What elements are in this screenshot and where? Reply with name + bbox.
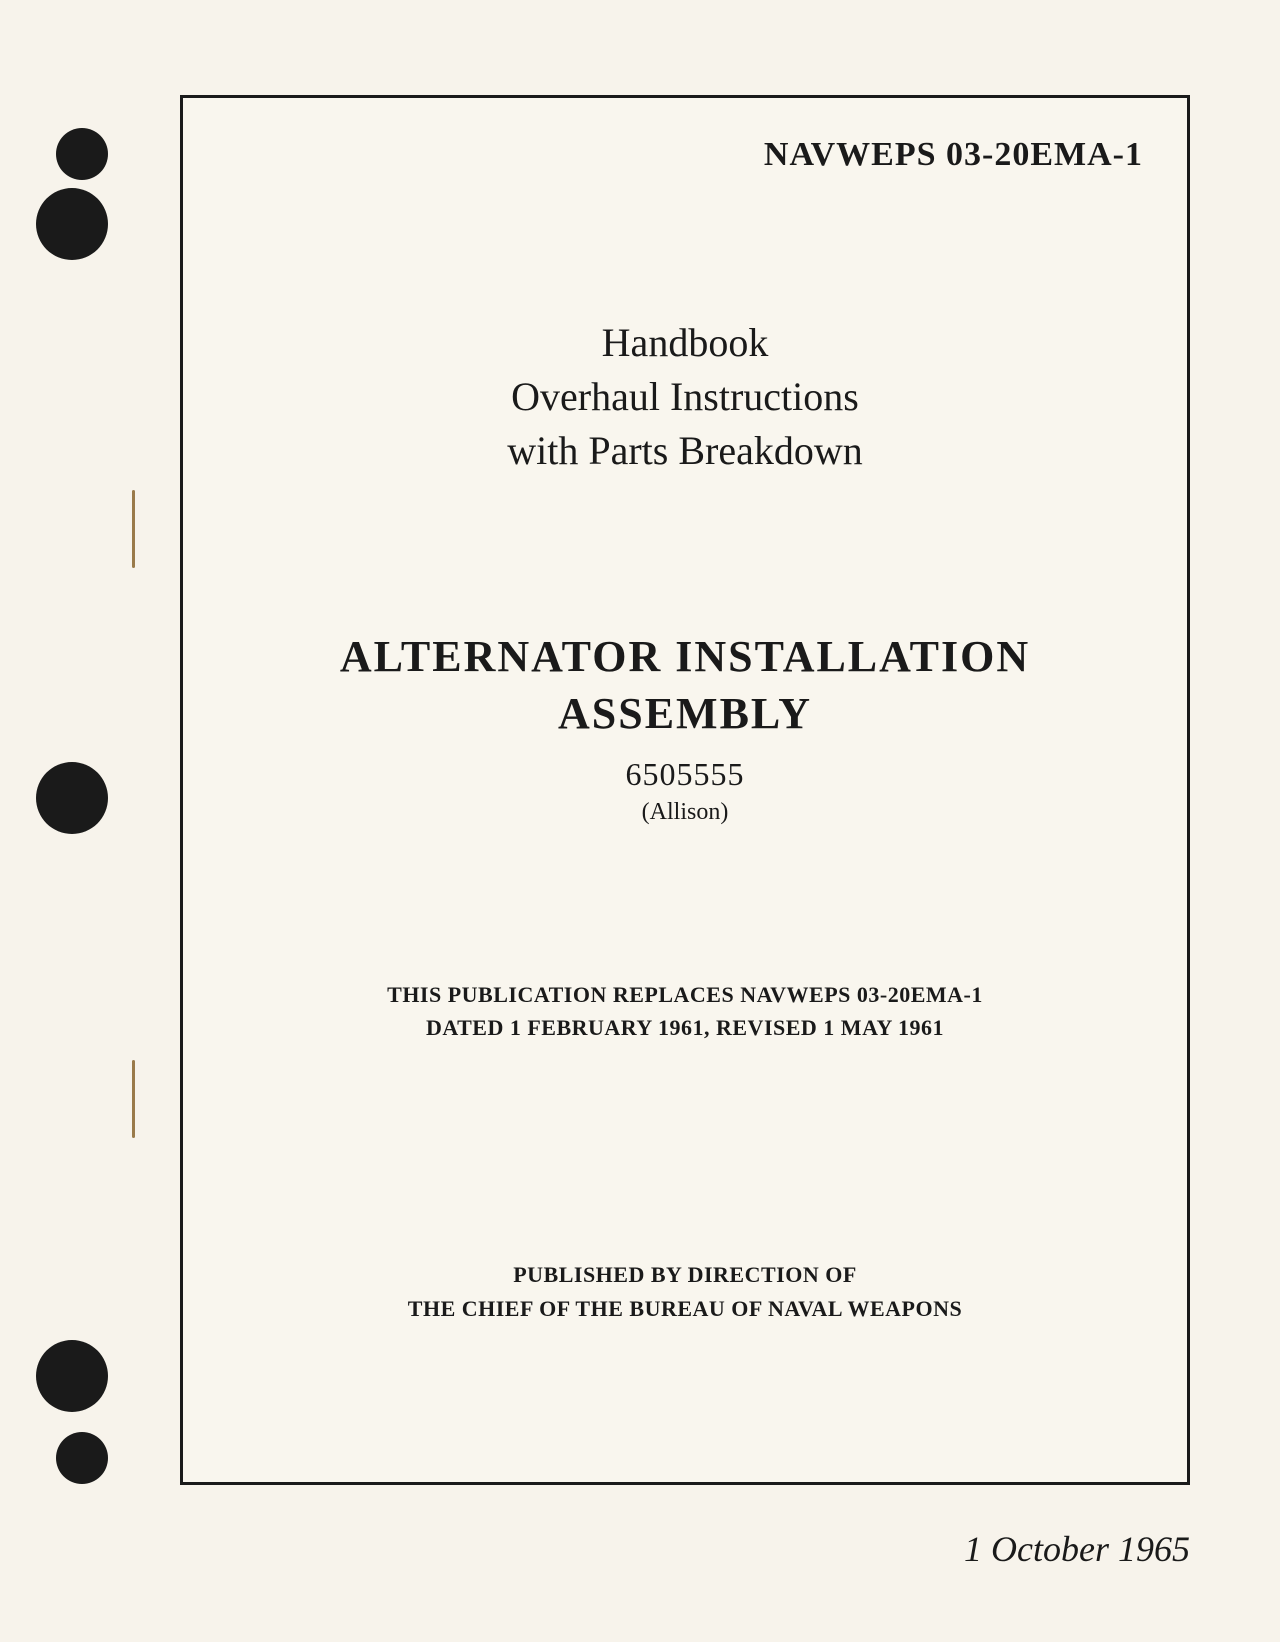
document-number: NAVWEPS 03-20EMA-1 — [764, 136, 1143, 174]
punch-hole — [36, 188, 108, 260]
staple-mark — [132, 490, 135, 568]
punch-hole — [36, 1340, 108, 1412]
handbook-line: Handbook — [183, 316, 1187, 370]
publisher-line: THE CHIEF OF THE BUREAU OF NAVAL WEAPONS — [183, 1292, 1187, 1326]
replaces-line: DATED 1 FEBRUARY 1961, REVISED 1 MAY 196… — [183, 1011, 1187, 1044]
handbook-line: with Parts Breakdown — [183, 424, 1187, 478]
main-title-block: ALTERNATOR INSTALLATION ASSEMBLY 6505555… — [183, 628, 1187, 826]
document-page: NAVWEPS 03-20EMA-1 Handbook Overhaul Ins… — [0, 0, 1280, 1642]
staple-mark — [132, 1060, 135, 1138]
punch-hole — [36, 762, 108, 834]
main-title-line: ALTERNATOR INSTALLATION — [183, 628, 1187, 685]
handbook-line: Overhaul Instructions — [183, 370, 1187, 424]
publisher-note: PUBLISHED BY DIRECTION OF THE CHIEF OF T… — [183, 1258, 1187, 1326]
handbook-title-block: Handbook Overhaul Instructions with Part… — [183, 316, 1187, 478]
replaces-note: THIS PUBLICATION REPLACES NAVWEPS 03-20E… — [183, 978, 1187, 1044]
punch-hole — [56, 128, 108, 180]
publisher-line: PUBLISHED BY DIRECTION OF — [183, 1258, 1187, 1292]
replaces-line: THIS PUBLICATION REPLACES NAVWEPS 03-20E… — [183, 978, 1187, 1011]
main-title-line: ASSEMBLY — [183, 685, 1187, 742]
part-number: 6505555 — [183, 756, 1187, 793]
content-border: NAVWEPS 03-20EMA-1 Handbook Overhaul Ins… — [180, 95, 1190, 1485]
publication-date: 1 October 1965 — [964, 1528, 1190, 1570]
manufacturer: (Allison) — [183, 799, 1187, 826]
punch-hole — [56, 1432, 108, 1484]
